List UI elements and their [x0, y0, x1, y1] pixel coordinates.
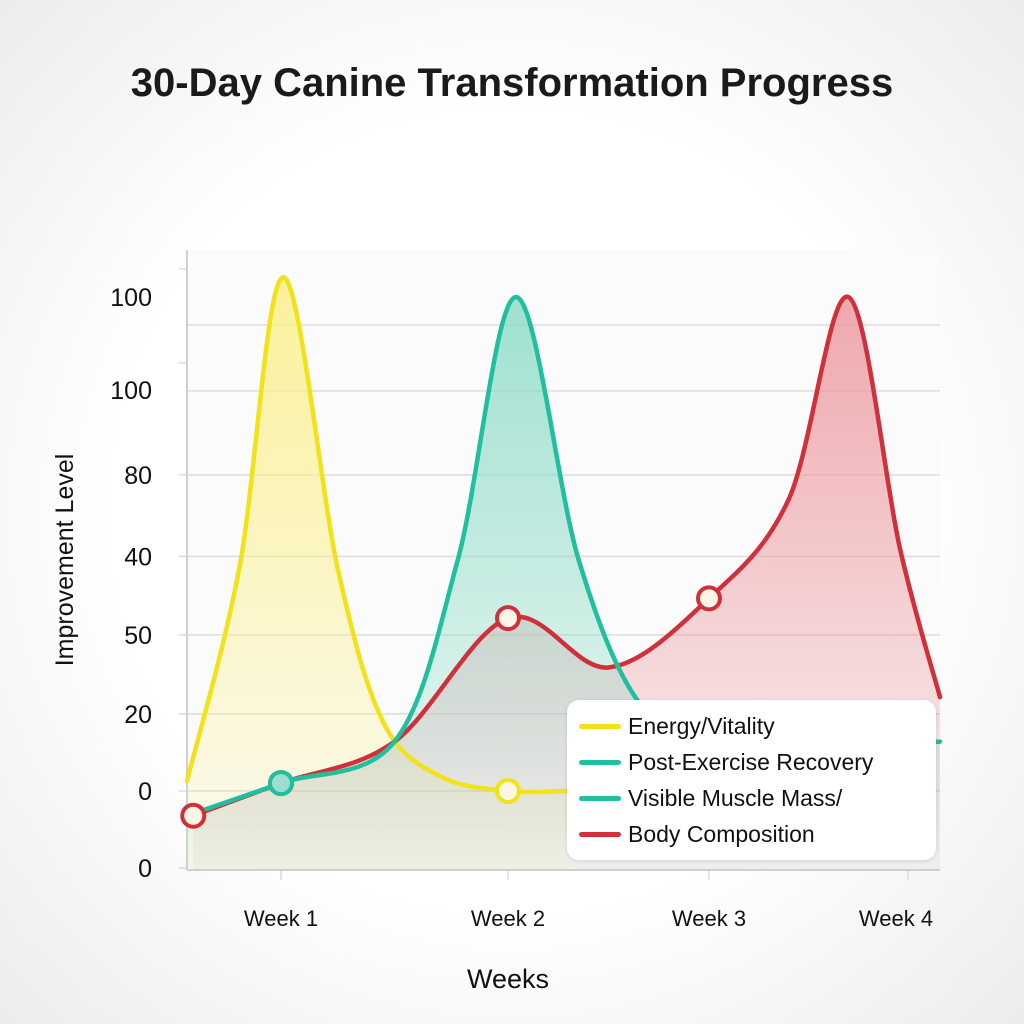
legend-label: Post-Exercise Recovery [628, 748, 874, 775]
legend-item: Energy/Vitality [567, 708, 936, 744]
legend-swatch [579, 759, 621, 765]
legend-swatch [579, 831, 621, 837]
data-point-marker [696, 585, 722, 612]
legend-item: Post-Exercise Recovery [567, 744, 936, 780]
series-area [187, 297, 940, 870]
legend-swatch [579, 795, 621, 801]
y-axis-label: Improvement Level [51, 454, 79, 667]
y-tick-label: 50 [124, 622, 152, 650]
y-tick-label: 0 [138, 855, 152, 883]
data-point-marker [180, 802, 207, 829]
data-point-marker [268, 770, 294, 797]
legend-item: Visible Muscle Mass/ [567, 780, 936, 816]
data-point-marker [495, 605, 521, 632]
y-tick-label: 80 [124, 462, 152, 490]
series-area [187, 277, 569, 870]
x-tick-label: Week 1 [244, 906, 318, 931]
series-line [184, 274, 571, 795]
x-tick-label: Week 3 [672, 906, 746, 931]
y-tick-label: 100 [110, 284, 152, 312]
y-tick-label: 20 [124, 701, 152, 729]
legend-label: Visible Muscle Mass/ [628, 784, 843, 811]
x-tick-label: Week 4 [859, 906, 933, 931]
legend-label: Energy/Vitality [628, 712, 775, 739]
x-tick-label: Week 2 [471, 906, 545, 931]
y-tick-label: 0 [138, 778, 152, 806]
legend-label: Body Composition [628, 820, 815, 847]
x-axis-label: Weeks [467, 964, 549, 994]
data-point-marker [495, 778, 521, 804]
chart-title: 30-Day Canine Transformation Progress [130, 61, 894, 105]
legend: Energy/Vitality Post-Exercise Recovery Vis… [567, 700, 936, 860]
y-tick-label: 40 [124, 543, 152, 571]
y-tick-label: 100 [110, 377, 152, 405]
legend-item: Body Composition [567, 816, 936, 852]
legend-swatch [579, 723, 621, 729]
